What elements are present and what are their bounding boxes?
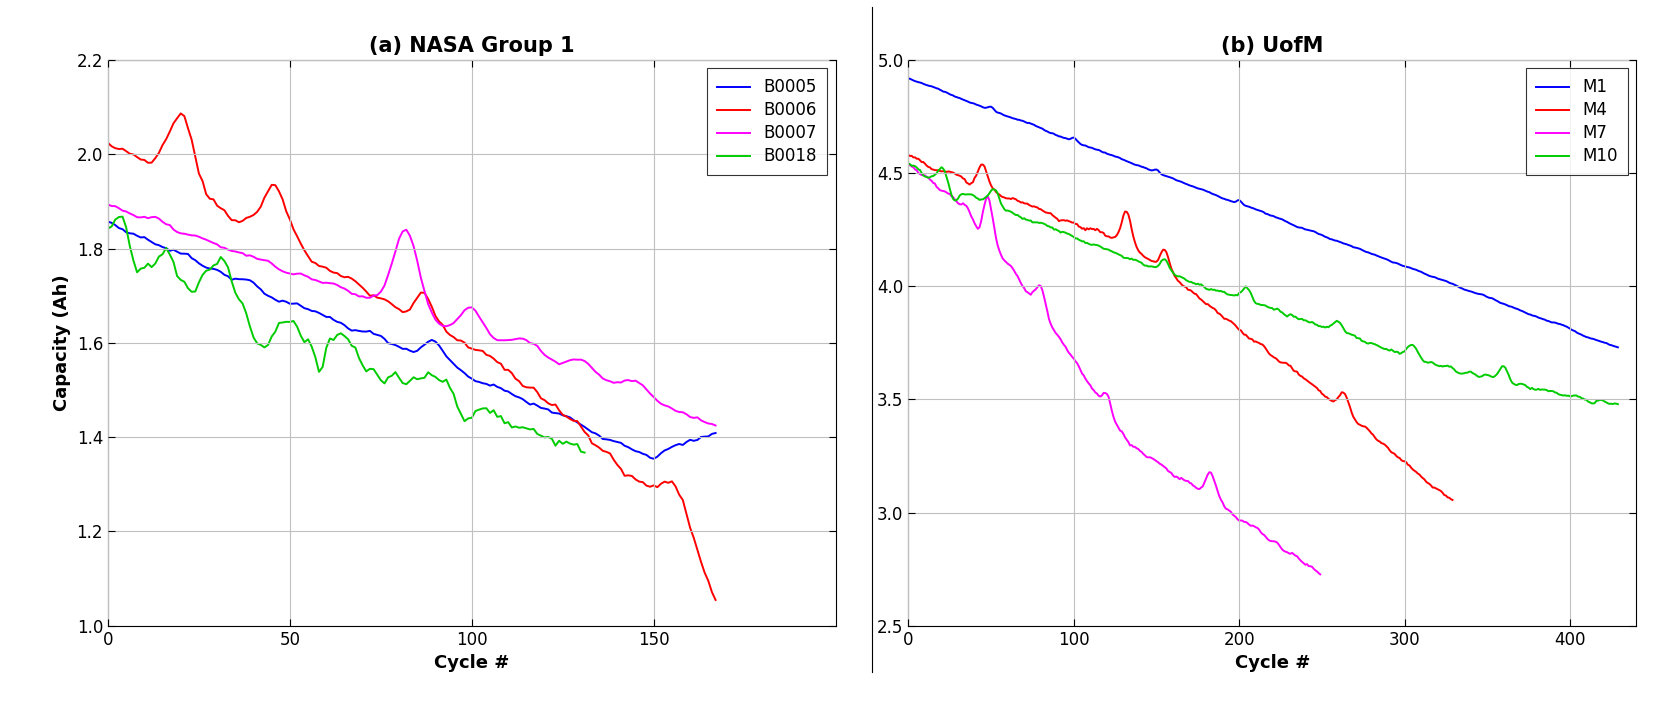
B0005 — [98, 217, 118, 226]
M1 — [899, 74, 919, 83]
B0005 — [706, 428, 726, 437]
M10 — [1608, 400, 1628, 409]
M7 — [1183, 481, 1203, 490]
B0005 — [208, 266, 228, 274]
B0005 — [581, 428, 601, 436]
B0018 — [113, 212, 133, 221]
Line: M7: M7 — [909, 164, 1320, 574]
B0006 — [447, 336, 467, 344]
M4 — [942, 168, 962, 177]
M7 — [1068, 362, 1088, 370]
M7 — [1311, 570, 1330, 578]
X-axis label: Cycle #: Cycle # — [434, 654, 510, 672]
B0007 — [98, 200, 118, 209]
M7 — [1294, 559, 1314, 568]
Line: B0005: B0005 — [108, 221, 716, 459]
M4 — [1442, 496, 1462, 504]
B0006 — [706, 596, 726, 604]
B0007 — [208, 240, 228, 249]
B0018 — [483, 406, 503, 414]
B0018 — [262, 332, 282, 341]
M7 — [899, 160, 919, 168]
B0018 — [141, 263, 161, 271]
M1 — [1129, 162, 1149, 170]
M10 — [1031, 218, 1051, 227]
Line: M1: M1 — [909, 78, 1618, 347]
Line: M10: M10 — [909, 163, 1618, 404]
B0005 — [644, 455, 664, 463]
Y-axis label: Capacity (Ah): Capacity (Ah) — [53, 274, 71, 411]
B0018 — [247, 339, 267, 348]
M4 — [1423, 484, 1443, 492]
B0007 — [306, 276, 326, 284]
Legend: M1, M4, M7, M10: M1, M4, M7, M10 — [1525, 69, 1628, 175]
Line: M4: M4 — [909, 155, 1452, 500]
M10 — [1458, 368, 1478, 376]
B0007 — [581, 363, 601, 372]
B0006 — [458, 343, 478, 351]
B0007 — [706, 421, 726, 430]
B0018 — [159, 250, 179, 259]
M10 — [925, 170, 945, 179]
M10 — [1017, 216, 1036, 224]
Title: (b) UofM: (b) UofM — [1221, 36, 1324, 56]
M7 — [967, 222, 987, 230]
M1 — [1458, 287, 1478, 296]
M1 — [1080, 144, 1100, 152]
B0007 — [455, 306, 475, 315]
B0005 — [443, 359, 463, 368]
Line: B0018: B0018 — [108, 216, 585, 452]
M1 — [925, 83, 945, 92]
M1 — [1608, 343, 1628, 351]
B0006 — [586, 441, 606, 450]
M10 — [1129, 258, 1149, 267]
Line: B0007: B0007 — [108, 204, 716, 426]
Line: B0006: B0006 — [108, 113, 716, 600]
B0006 — [276, 207, 296, 216]
B0006 — [309, 262, 329, 270]
M10 — [899, 159, 919, 168]
M10 — [1080, 240, 1100, 249]
B0006 — [171, 109, 191, 117]
M4 — [899, 151, 919, 159]
M1 — [1031, 124, 1051, 132]
B0007 — [443, 319, 463, 327]
M7 — [1063, 354, 1083, 363]
B0005 — [272, 296, 292, 305]
B0006 — [98, 139, 118, 147]
M4 — [960, 180, 980, 189]
M7 — [1136, 452, 1156, 461]
M4 — [1239, 334, 1259, 343]
B0018 — [98, 224, 118, 233]
X-axis label: Cycle #: Cycle # — [1234, 654, 1311, 672]
M4 — [914, 158, 933, 166]
M1 — [1017, 118, 1036, 127]
M4 — [1375, 440, 1395, 449]
B0007 — [272, 267, 292, 276]
Title: (a) NASA Group 1: (a) NASA Group 1 — [369, 36, 575, 56]
B0005 — [306, 307, 326, 315]
B0006 — [211, 204, 231, 213]
B0018 — [487, 413, 507, 421]
B0018 — [575, 448, 595, 457]
Legend: B0005, B0006, B0007, B0018: B0005, B0006, B0007, B0018 — [708, 69, 827, 175]
B0005 — [455, 369, 475, 378]
